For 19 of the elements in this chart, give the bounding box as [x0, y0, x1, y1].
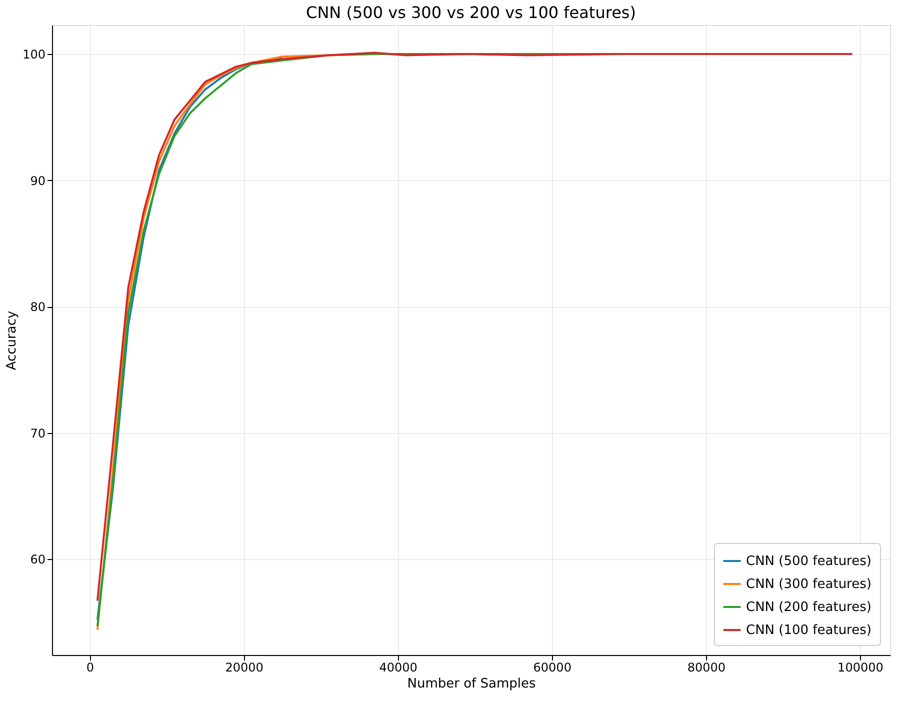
- x-tick-label: 60000: [533, 660, 572, 674]
- legend-label: CNN (300 features): [746, 577, 872, 592]
- x-tick-label: 0: [86, 660, 94, 674]
- x-tick-label: 100000: [838, 660, 884, 674]
- y-axis-title: Accuracy: [4, 310, 20, 370]
- legend-label: CNN (200 features): [746, 600, 872, 615]
- x-axis-title: Number of Samples: [407, 676, 536, 692]
- chart-title: CNN (500 vs 300 vs 200 vs 100 features): [306, 3, 636, 22]
- legend-label: CNN (500 features): [746, 554, 872, 569]
- y-tick-label: 90: [30, 174, 46, 188]
- y-tick-label: 80: [30, 300, 46, 314]
- x-tick-label: 80000: [687, 660, 726, 674]
- y-tick-label: 60: [30, 552, 46, 567]
- y-tick-label: 100: [22, 48, 46, 62]
- line-series: [96, 56, 284, 621]
- x-tick-label: 20000: [225, 660, 264, 674]
- x-tick-label: 40000: [379, 660, 418, 674]
- legend-label: CNN (100 features): [746, 623, 872, 638]
- y-tick-label: 70: [30, 426, 46, 440]
